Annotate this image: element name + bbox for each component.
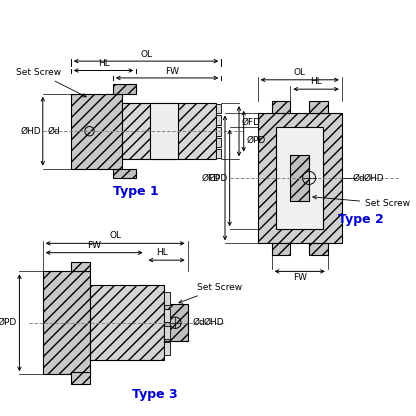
- Bar: [164, 309, 170, 322]
- Bar: [113, 84, 136, 94]
- Text: ØHD: ØHD: [363, 173, 384, 183]
- Text: Set Screw: Set Screw: [179, 283, 242, 303]
- Bar: [258, 112, 342, 243]
- Text: FW: FW: [293, 273, 307, 282]
- Bar: [164, 304, 188, 342]
- Text: ØHD: ØHD: [20, 127, 41, 136]
- Bar: [71, 372, 89, 384]
- Bar: [122, 103, 215, 159]
- Bar: [215, 149, 221, 158]
- Text: ØPD: ØPD: [246, 136, 265, 145]
- Text: HL: HL: [156, 248, 168, 257]
- Text: Type 1: Type 1: [113, 186, 159, 198]
- Text: OL: OL: [109, 231, 121, 240]
- Text: Ød: Ød: [47, 127, 60, 136]
- Bar: [309, 102, 328, 112]
- Bar: [290, 155, 309, 201]
- Bar: [164, 342, 170, 356]
- Text: HL: HL: [310, 77, 322, 86]
- Text: Set Screw: Set Screw: [313, 196, 410, 208]
- Text: ØPD: ØPD: [209, 173, 228, 183]
- Bar: [276, 126, 323, 229]
- Bar: [215, 104, 221, 114]
- Text: Ød: Ød: [352, 173, 365, 183]
- Text: Type 3: Type 3: [132, 388, 178, 401]
- Text: ØPD: ØPD: [0, 318, 17, 327]
- Bar: [272, 102, 290, 112]
- Text: ØHD: ØHD: [203, 318, 224, 327]
- Bar: [71, 94, 122, 168]
- Bar: [215, 126, 221, 136]
- Text: ØFD: ØFD: [201, 173, 220, 183]
- Bar: [113, 168, 136, 178]
- Bar: [164, 292, 170, 305]
- Text: ØFD: ØFD: [242, 117, 261, 126]
- Text: HL: HL: [98, 59, 109, 68]
- Text: Type 2: Type 2: [338, 213, 384, 226]
- Bar: [150, 103, 178, 159]
- Text: Set Screw: Set Screw: [15, 68, 86, 97]
- Text: OL: OL: [294, 68, 306, 77]
- Text: OL: OL: [140, 50, 152, 59]
- Bar: [215, 115, 221, 125]
- Bar: [309, 243, 328, 255]
- Bar: [272, 243, 290, 255]
- Bar: [215, 138, 221, 147]
- Bar: [43, 271, 89, 374]
- Bar: [71, 262, 89, 271]
- Text: FW: FW: [87, 241, 101, 250]
- Text: Ød: Ød: [193, 318, 205, 327]
- Bar: [89, 285, 164, 360]
- Bar: [164, 326, 170, 339]
- Text: FW: FW: [165, 67, 179, 76]
